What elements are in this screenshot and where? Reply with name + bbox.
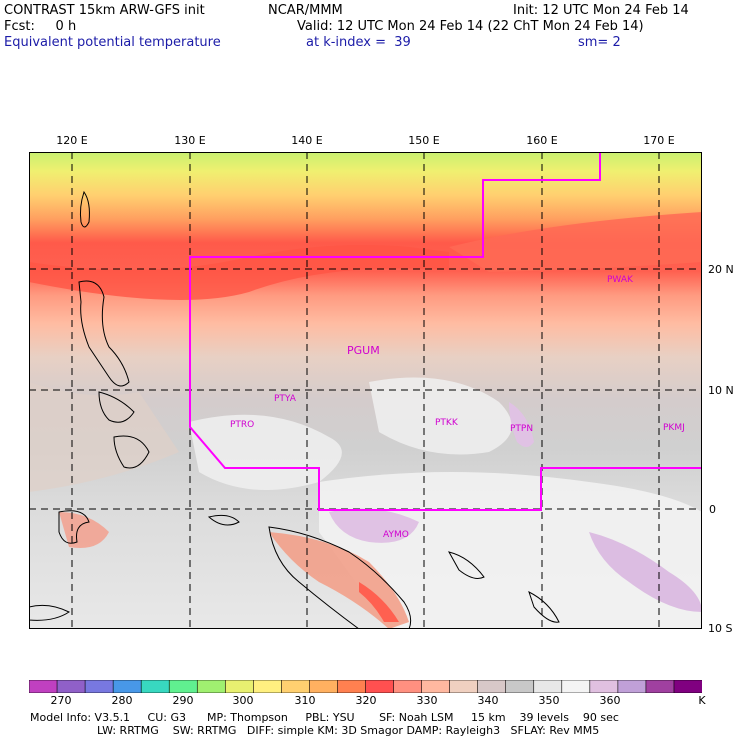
colorbar-swatch <box>533 680 563 693</box>
lat-label-20n: 20 N <box>708 263 734 276</box>
new-guinea-highlands <box>359 582 399 622</box>
colorbar-swatch <box>365 680 395 693</box>
k-index: at k-index = 39 <box>306 35 411 50</box>
lat-label-0: 0 <box>709 503 716 516</box>
luzon-coast <box>78 280 130 387</box>
forecast-hour: Fcst: 0 h <box>4 19 77 34</box>
colorbar-swatch <box>617 680 647 693</box>
taiwan-coast <box>79 190 90 228</box>
colorbar-swatch <box>505 680 535 693</box>
model-info-line-2: LW: RRTMG SW: RRTMG DIFF: simple KM: 3D … <box>97 724 600 737</box>
station-pgum: PGUM <box>347 344 380 357</box>
model-info-line-1: Model Info: V3.5.1 CU: G3 MP: Thompson P… <box>30 711 619 724</box>
colorbar-swatch <box>589 680 619 693</box>
west-pale-region <box>29 382 179 492</box>
station-ptya: PTYA <box>274 394 297 404</box>
coastlines <box>28 190 560 630</box>
title-model: CONTRAST 15km ARW-GFS init <box>4 3 205 18</box>
colorbar-swatch <box>449 680 479 693</box>
lon-label-120e: 120 E <box>56 134 88 147</box>
field-name: Equivalent potential temperature <box>4 35 221 50</box>
lon-label-170e: 170 E <box>643 134 675 147</box>
station-aymo: AYMO <box>383 530 409 540</box>
colorbar-swatch <box>168 680 199 693</box>
colorbar-unit: K <box>698 694 706 707</box>
magenta-region-outline <box>189 152 702 511</box>
colorbar-swatch <box>561 680 591 693</box>
colorbar-label-360: 360 <box>599 694 621 707</box>
colorbar-label-320: 320 <box>355 694 377 707</box>
colorbar-label-280: 280 <box>111 694 133 707</box>
equatorial-pale-2 <box>369 377 512 455</box>
mindanao-coast <box>113 435 150 469</box>
lavender-patch-1 <box>329 508 419 543</box>
lon-label-160e: 160 E <box>526 134 558 147</box>
map-panel: PWAK PGUM PTYA PTRO PTKK PTPN PKMJ AYMO <box>28 152 702 630</box>
lavender-patch-3 <box>509 402 534 447</box>
colorbar-swatch <box>421 680 451 693</box>
colorbar-swatch <box>29 680 58 693</box>
colorbar-swatch <box>309 680 339 693</box>
colorbar-swatch <box>140 680 171 693</box>
station-pwak: PWAK <box>607 275 634 285</box>
colorbar-swatch <box>281 680 311 693</box>
colorbar-swatch <box>196 680 227 693</box>
warm-band-east <box>449 212 702 272</box>
colorbar-label-270: 270 <box>50 694 72 707</box>
station-ptkk: PTKK <box>435 418 459 428</box>
lesser-sunda-coast <box>28 604 70 621</box>
solomon-coast <box>528 591 560 623</box>
warm-band-west <box>29 244 449 300</box>
southern-pale-region <box>319 472 702 629</box>
colorbar-label-290: 290 <box>172 694 194 707</box>
valid-time: Valid: 12 UTC Mon 24 Feb 14 (22 ChT Mon … <box>297 19 644 34</box>
colorbar-label-300: 300 <box>232 694 254 707</box>
smoothing: sm= 2 <box>578 35 621 50</box>
station-ptro: PTRO <box>230 420 254 430</box>
colorbar-label-340: 340 <box>477 694 499 707</box>
equatorial-pale-1 <box>189 414 342 490</box>
colorbar <box>29 680 702 693</box>
title-center: NCAR/MMM <box>268 3 343 18</box>
lat-label-10s: 10 S <box>708 622 733 635</box>
visayas-coast <box>98 391 135 423</box>
lon-label-150e: 150 E <box>408 134 440 147</box>
colorbar-swatch <box>112 680 142 693</box>
colorbar-swatch <box>56 680 86 693</box>
halmahera-coast <box>207 514 240 526</box>
colorbar-swatch <box>84 680 114 693</box>
colorbar-swatch <box>224 680 255 693</box>
new-britain-coast <box>448 551 485 579</box>
colorbar-swatch <box>645 680 675 693</box>
init-time: Init: 12 UTC Mon 24 Feb 14 <box>513 3 689 18</box>
sulawesi-coast <box>58 510 90 544</box>
colorbar-label-350: 350 <box>538 694 560 707</box>
lon-label-130e: 130 E <box>174 134 206 147</box>
map-svg: PWAK PGUM PTYA PTRO PTKK PTPN PKMJ AYMO <box>28 152 702 630</box>
colorbar-swatch <box>337 680 367 693</box>
colorbar-swatch <box>477 680 507 693</box>
colorbar-label-310: 310 <box>294 694 316 707</box>
colorbar-label-330: 330 <box>416 694 438 707</box>
lon-label-140e: 140 E <box>291 134 323 147</box>
map-border <box>29 152 702 629</box>
station-pkmj: PKMJ <box>663 423 685 433</box>
lavender-patch-2 <box>589 532 702 612</box>
colorbar-swatch <box>393 680 423 693</box>
colorbar-swatch <box>253 680 283 693</box>
lat-label-10n: 10 N <box>708 384 734 397</box>
new-guinea-coast <box>268 526 412 630</box>
colorbar-swatch <box>673 680 702 693</box>
station-ptpn: PTPN <box>510 424 533 434</box>
